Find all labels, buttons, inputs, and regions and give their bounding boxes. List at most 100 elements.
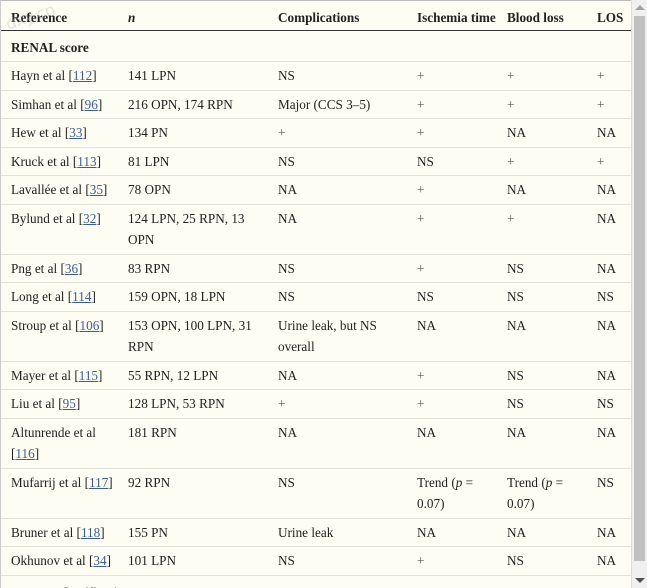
ischemia-cell: NS bbox=[407, 282, 497, 312]
blood-loss-cell: NA bbox=[497, 518, 587, 547]
complications-cell: Urine leak bbox=[268, 518, 407, 547]
reference-cell: Liu et al [95] bbox=[1, 389, 118, 419]
los-cell: NA bbox=[587, 311, 631, 362]
blood-loss-cell: Trend (p = 0.07) bbox=[497, 468, 587, 519]
scroll-up-arrow-icon[interactable] bbox=[635, 5, 645, 10]
complications-cell: NS bbox=[268, 254, 407, 283]
blood-loss-cell: NA bbox=[497, 418, 587, 469]
citation-link[interactable]: 33 bbox=[69, 125, 83, 140]
table-row: Lavallée et al [35] 78 OPN NA + NA NA bbox=[1, 175, 631, 205]
ischemia-cell: + bbox=[407, 389, 497, 419]
los-cell: NA bbox=[587, 175, 631, 205]
blood-loss-cell: + bbox=[497, 90, 587, 119]
complications-cell: NA bbox=[268, 418, 407, 469]
section-title-padua: PADUA classification bbox=[1, 575, 631, 588]
n-cell: 124 LPN, 25 RPN, 13 OPN bbox=[118, 204, 268, 255]
table-row: Png et al [36] 83 RPN NS + NS NA bbox=[1, 254, 631, 283]
reference-cell: Hew et al [33] bbox=[1, 118, 118, 148]
vertical-scrollbar[interactable] bbox=[631, 0, 647, 588]
ischemia-cell: + bbox=[407, 361, 497, 390]
blood-loss-cell: + bbox=[497, 61, 587, 91]
blood-loss-cell: NS bbox=[497, 254, 587, 283]
reference-cell: Kruck et al [113] bbox=[1, 147, 118, 176]
los-cell: NA bbox=[587, 118, 631, 148]
citation-link[interactable]: 95 bbox=[62, 396, 76, 411]
complications-cell: + bbox=[268, 118, 407, 148]
header-ischemia-time: Ischemia time bbox=[417, 10, 496, 25]
header-row: Reference n Complications Ischemia time … bbox=[1, 1, 631, 30]
section-row-renal: RENAL score bbox=[1, 30, 631, 62]
n-cell: 55 RPN, 12 LPN bbox=[118, 361, 268, 390]
reference-cell: Lavallée et al [35] bbox=[1, 175, 118, 205]
citation-link[interactable]: 117 bbox=[89, 474, 109, 490]
table-row: Okhunov et al [34] 101 LPN NS + NS NA bbox=[1, 546, 631, 576]
table-row: Mufarrij et al [117] 92 RPN NS Trend (p … bbox=[1, 468, 631, 519]
ischemia-cell: Trend (p = 0.07) bbox=[407, 468, 497, 519]
complications-cell: NS bbox=[268, 282, 407, 312]
n-cell: 92 RPN bbox=[118, 468, 268, 519]
scroll-down-arrow-icon[interactable] bbox=[635, 578, 645, 583]
section-title-renal: RENAL score bbox=[1, 30, 631, 62]
ischemia-cell: + bbox=[407, 254, 497, 283]
table-row: Stroup et al [106] 153 OPN, 100 LPN, 31 … bbox=[1, 311, 631, 362]
header-blood-loss: Blood loss bbox=[507, 10, 564, 25]
reference-cell: Simhan et al [96] bbox=[1, 90, 118, 119]
citation-link[interactable]: 114 bbox=[72, 289, 92, 304]
n-cell: 81 LPN bbox=[118, 147, 268, 176]
citation-link[interactable]: 34 bbox=[93, 553, 107, 568]
table-row: Long et al [114] 159 OPN, 18 LPN NS NS N… bbox=[1, 282, 631, 312]
los-cell: + bbox=[587, 61, 631, 91]
citation-link[interactable]: 35 bbox=[89, 182, 103, 197]
reference-cell: Hayn et al [112] bbox=[1, 61, 118, 91]
n-cell: 134 PN bbox=[118, 118, 268, 148]
complications-cell: NS bbox=[268, 61, 407, 91]
citation-link[interactable]: 116 bbox=[15, 446, 35, 461]
table-row: Bruner et al [118] 155 PN Urine leak NA … bbox=[1, 518, 631, 547]
header-complications: Complications bbox=[278, 10, 360, 25]
reference-cell: Bylund et al [32] bbox=[1, 204, 118, 255]
citation-link[interactable]: 96 bbox=[84, 96, 98, 112]
n-cell: 181 RPN bbox=[118, 418, 268, 469]
complications-cell: NS bbox=[268, 147, 407, 176]
complications-cell: Major (CCS 3–5) bbox=[268, 90, 407, 119]
scrollbar-thumb[interactable] bbox=[634, 16, 645, 561]
reference-cell: Png et al [36] bbox=[1, 254, 118, 283]
citation-link[interactable]: 113 bbox=[77, 153, 97, 169]
table-container[interactable]: dxy.cn Reference n Complications Ischemi… bbox=[0, 0, 631, 588]
citation-link[interactable]: 112 bbox=[72, 68, 93, 83]
blood-loss-cell: NA bbox=[497, 118, 587, 148]
citation-link[interactable]: 36 bbox=[64, 260, 79, 276]
complications-cell: Urine leak, but NS overall bbox=[268, 311, 407, 362]
citation-link[interactable]: 32 bbox=[83, 210, 97, 226]
table-row: Bylund et al [32] 124 LPN, 25 RPN, 13 OP… bbox=[1, 204, 631, 255]
los-cell: + bbox=[587, 90, 631, 119]
blood-loss-cell: NS bbox=[497, 546, 587, 576]
los-cell: NS bbox=[587, 282, 631, 312]
citation-link[interactable]: 115 bbox=[78, 367, 99, 383]
los-cell: NA bbox=[587, 518, 631, 547]
reference-cell: Okhunov et al [34] bbox=[1, 546, 118, 576]
table-row: Mayer et al [115] 55 RPN, 12 LPN NA + NS… bbox=[1, 361, 631, 390]
ischemia-cell: NA bbox=[407, 311, 497, 362]
blood-loss-cell: NS bbox=[497, 361, 587, 390]
citation-link[interactable]: 118 bbox=[80, 524, 101, 540]
n-cell: 155 PN bbox=[118, 518, 268, 547]
blood-loss-cell: + bbox=[497, 204, 587, 255]
reference-cell: Bruner et al [118] bbox=[1, 518, 118, 547]
table-row: Liu et al [95] 128 LPN, 53 RPN + + NS NS bbox=[1, 389, 631, 419]
n-cell: 128 LPN, 53 RPN bbox=[118, 389, 268, 419]
header-reference: Reference bbox=[11, 10, 68, 25]
complications-cell: NA bbox=[268, 175, 407, 205]
n-cell: 216 OPN, 174 RPN bbox=[118, 90, 268, 119]
table-row: Altunrende et al [116] 181 RPN NA NA NA … bbox=[1, 418, 631, 469]
complications-cell: + bbox=[268, 389, 407, 419]
los-cell: NS bbox=[587, 389, 631, 419]
reference-cell: Mayer et al [115] bbox=[1, 361, 118, 390]
n-cell: 78 OPN bbox=[118, 175, 268, 205]
section-row-padua: PADUA classification bbox=[1, 575, 631, 588]
ischemia-cell: NA bbox=[407, 418, 497, 469]
reference-cell: Stroup et al [106] bbox=[1, 311, 118, 362]
ischemia-cell: NS bbox=[407, 147, 497, 176]
los-cell: NA bbox=[587, 546, 631, 576]
citation-link[interactable]: 106 bbox=[79, 317, 100, 333]
